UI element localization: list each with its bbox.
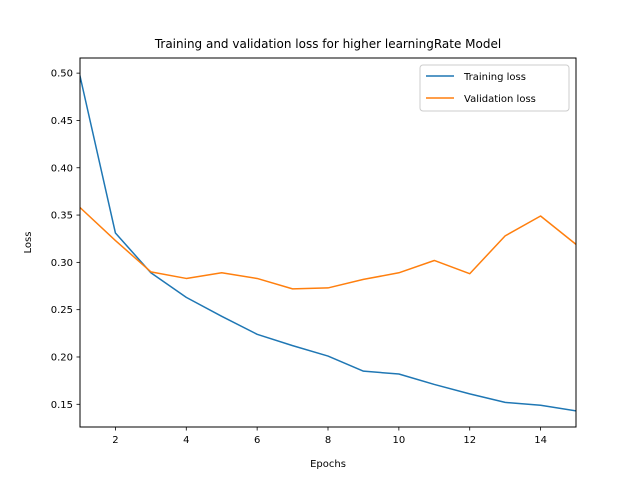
- y-tick-label: 0.20: [51, 352, 73, 363]
- y-tick-label: 0.40: [51, 163, 73, 174]
- y-tick-label: 0.30: [51, 258, 73, 269]
- y-tick-label: 0.50: [51, 69, 73, 80]
- chart-title: Training and validation loss for higher …: [154, 37, 501, 51]
- legend-label-1: Validation loss: [464, 94, 536, 105]
- legend-label-0: Training loss: [463, 72, 526, 83]
- series-layer: [80, 75, 576, 412]
- series-line-0: [80, 75, 576, 412]
- y-tick-label: 0.35: [51, 211, 73, 222]
- x-tick-label: 2: [112, 435, 118, 446]
- x-tick-label: 12: [463, 435, 476, 446]
- x-tick-label: 6: [254, 435, 260, 446]
- x-tick-label: 4: [183, 435, 189, 446]
- x-axis-label: Epochs: [310, 459, 346, 470]
- x-axis-ticks: 2 4 6 8 10 12 14: [112, 427, 547, 446]
- plot-frame: [79, 57, 577, 428]
- y-axis-ticks: 0.15 0.20 0.25 0.30 0.35 0.40 0.45 0.50: [51, 69, 80, 411]
- y-axis-label: Loss: [23, 232, 34, 254]
- x-tick-label: 10: [392, 435, 405, 446]
- x-tick-label: 14: [534, 435, 547, 446]
- y-tick-label: 0.25: [51, 305, 73, 316]
- y-tick-label: 0.45: [51, 116, 73, 127]
- legend: Training loss Validation loss: [419, 64, 570, 112]
- y-tick-label: 0.15: [51, 400, 73, 411]
- x-tick-label: 8: [325, 435, 331, 446]
- legend-box: [419, 64, 570, 112]
- series-line-1: [80, 206, 576, 290]
